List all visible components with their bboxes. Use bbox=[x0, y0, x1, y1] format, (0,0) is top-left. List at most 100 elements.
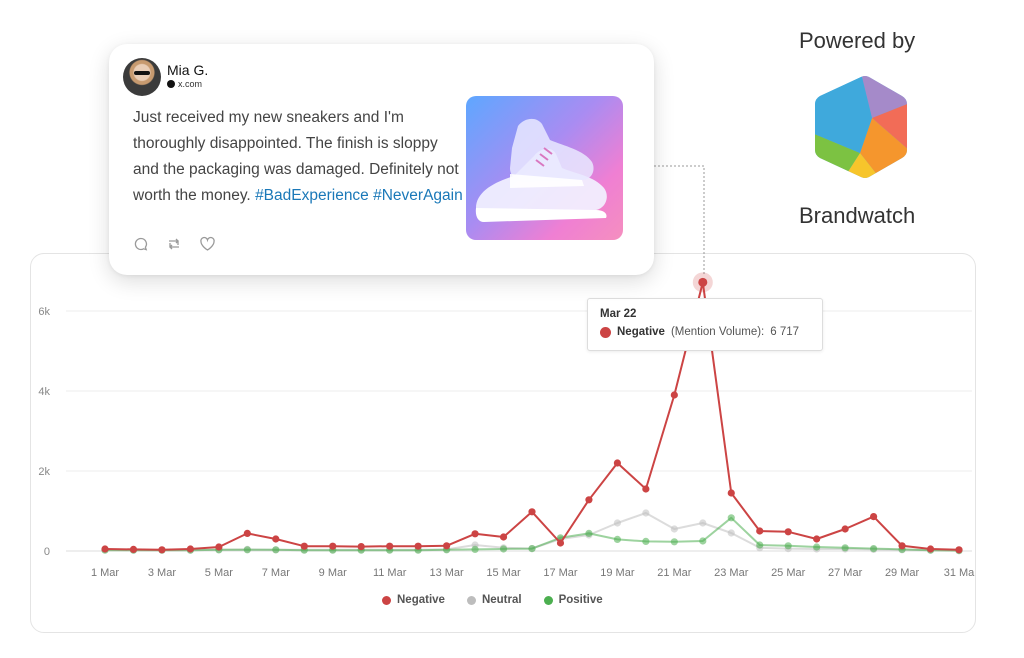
post-text: Just received my new sneakers and I'm th… bbox=[133, 105, 463, 209]
data-point-positive bbox=[670, 538, 678, 546]
y-tick-label: 2k bbox=[38, 466, 50, 478]
data-point-positive bbox=[585, 529, 593, 538]
x-tick-label: 29 Mar bbox=[885, 567, 920, 579]
data-point-negative bbox=[158, 546, 166, 554]
post-hashtags[interactable]: #BadExperience #NeverAgain bbox=[255, 187, 463, 204]
post-connector-line bbox=[654, 165, 705, 275]
data-point-negative bbox=[471, 530, 479, 538]
data-point-negative bbox=[613, 459, 622, 467]
data-point-negative bbox=[215, 543, 223, 551]
x-tick-label: 7 Mar bbox=[262, 567, 290, 579]
legend-swatch-neutral bbox=[466, 595, 476, 605]
data-point-positive bbox=[471, 545, 479, 554]
post-actions bbox=[133, 236, 216, 252]
legend-label-neutral: Neutral bbox=[481, 594, 522, 606]
legend-label-negative: Negative bbox=[397, 594, 445, 606]
tooltip-row: Negative (Mention Volume): 6 717 bbox=[600, 326, 810, 338]
legend-item-neutral[interactable]: Neutral bbox=[466, 594, 522, 606]
data-point-negative bbox=[556, 539, 565, 547]
data-point-negative bbox=[756, 527, 764, 535]
data-point-positive bbox=[613, 535, 622, 544]
data-point-negative bbox=[386, 542, 394, 550]
data-point-negative bbox=[129, 545, 138, 554]
x-tick-label: 15 Mar bbox=[486, 567, 521, 579]
tooltip-series-name: Negative bbox=[617, 326, 665, 338]
x-tick-label: 21 Mar bbox=[657, 567, 692, 579]
post-body: Just received my new sneakers and I'm th… bbox=[133, 109, 459, 204]
highlight-point-marker bbox=[698, 277, 708, 287]
avatar[interactable] bbox=[123, 58, 161, 96]
reply-icon[interactable] bbox=[133, 236, 149, 252]
legend-swatch-negative bbox=[382, 595, 391, 605]
data-point-negative bbox=[784, 528, 792, 536]
data-point-neutral bbox=[642, 509, 650, 517]
legend-item-negative[interactable]: Negative bbox=[382, 594, 445, 606]
tooltip-value: 6 717 bbox=[770, 326, 800, 338]
data-point-negative bbox=[443, 542, 451, 550]
x-tick-label: 13 Mar bbox=[429, 567, 464, 579]
powered-by-label: Powered by bbox=[799, 28, 916, 53]
data-point-negative bbox=[585, 496, 593, 504]
data-point-negative bbox=[414, 542, 422, 550]
data-point-negative bbox=[186, 545, 194, 553]
legend-label-positive: Positive bbox=[558, 594, 603, 606]
post-source: x.com bbox=[167, 79, 202, 89]
data-point-positive bbox=[727, 514, 735, 522]
chart-legend: Negative Neutral Positive bbox=[382, 594, 603, 606]
x-tick-label: 1 Mar bbox=[91, 567, 119, 579]
data-point-positive bbox=[813, 543, 821, 551]
data-point-negative bbox=[813, 535, 821, 543]
data-point-negative bbox=[528, 508, 536, 516]
author-name[interactable]: Mia G. bbox=[167, 62, 209, 78]
post-connector bbox=[654, 165, 705, 275]
data-point-positive bbox=[272, 546, 280, 554]
data-point-positive bbox=[841, 544, 849, 552]
data-point-neutral bbox=[613, 519, 622, 527]
data-point-negative bbox=[642, 485, 650, 493]
x-tick-label: 19 Mar bbox=[600, 567, 635, 579]
data-point-negative bbox=[499, 533, 508, 541]
x-tick-label: 5 Mar bbox=[205, 567, 233, 579]
data-point-negative bbox=[300, 542, 308, 550]
legend-item-positive[interactable]: Positive bbox=[543, 594, 603, 606]
data-point-positive bbox=[528, 545, 536, 553]
data-point-negative bbox=[727, 489, 735, 497]
data-point-negative bbox=[670, 391, 678, 399]
data-point-neutral bbox=[699, 519, 707, 527]
series-line-neutral bbox=[104, 512, 960, 552]
data-point-negative bbox=[101, 545, 109, 553]
highlight-point[interactable] bbox=[692, 272, 713, 293]
legend-swatch-positive bbox=[543, 595, 553, 605]
x-tick-label: 23 Mar bbox=[714, 567, 749, 579]
x-tick-label: 31 Ma bbox=[944, 567, 975, 579]
tooltip-metric: (Mention Volume): bbox=[670, 326, 765, 338]
data-point-positive bbox=[699, 537, 707, 545]
series-lines bbox=[101, 278, 963, 555]
sneakers-illustration bbox=[475, 118, 607, 222]
data-point-negative bbox=[870, 513, 878, 521]
y-tick-label: 6k bbox=[38, 306, 50, 318]
social-post-card[interactable]: Mia G. x.com Just received my new sneake… bbox=[109, 44, 654, 275]
x-tick-label: 3 Mar bbox=[148, 567, 176, 579]
brand-name: Brandwatch bbox=[799, 203, 916, 228]
x-tick-label: 27 Mar bbox=[828, 567, 863, 579]
data-point-negative bbox=[926, 545, 935, 553]
data-point-positive bbox=[642, 537, 650, 546]
x-tick-label: 11 Mar bbox=[373, 567, 407, 579]
data-point-negative bbox=[272, 535, 280, 543]
x-tick-label: 17 Mar bbox=[543, 567, 578, 579]
data-point-negative bbox=[955, 546, 963, 554]
data-point-positive bbox=[870, 545, 878, 553]
tooltip-series-dot bbox=[600, 326, 611, 338]
like-icon[interactable] bbox=[199, 236, 216, 252]
data-point-neutral bbox=[727, 529, 735, 537]
data-point-positive bbox=[784, 542, 792, 550]
sneakers-photo[interactable] bbox=[466, 96, 623, 240]
repost-icon[interactable] bbox=[165, 236, 183, 252]
x-tick-label: 25 Mar bbox=[771, 567, 806, 579]
data-point-positive bbox=[756, 541, 764, 549]
chart-tooltip: Mar 22 Negative (Mention Volume): 6 717 bbox=[587, 298, 823, 351]
y-axis-ticks: 0 2k 4k 6k bbox=[38, 306, 50, 558]
data-point-negative bbox=[357, 543, 365, 551]
